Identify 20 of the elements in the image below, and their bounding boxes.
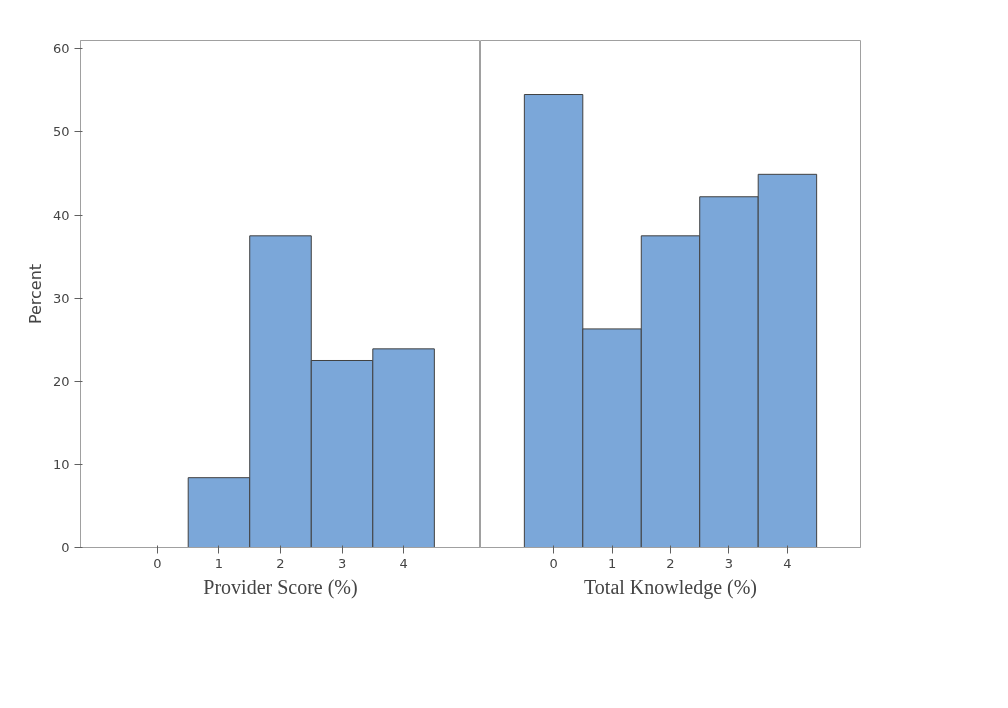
y-tick-label: 0: [61, 540, 70, 555]
x-tick-label: 2: [276, 555, 285, 571]
x-axis-title: Provider Score (%): [203, 575, 358, 599]
x-tick-label: 3: [724, 555, 734, 571]
x-tick-label: 0: [549, 555, 558, 571]
x-tick-label: 4: [399, 555, 408, 571]
y-tick-label: 60: [52, 41, 70, 57]
x-tick-label: 0: [153, 555, 162, 571]
x-tick-label: 1: [607, 555, 617, 571]
x-axis-title: Total Knowledge (%): [584, 575, 758, 599]
y-tick-label: 50: [52, 124, 70, 140]
x-tick-label: 4: [783, 555, 792, 571]
y-tick-label: 40: [52, 207, 70, 223]
x-tick-label: 2: [666, 555, 675, 571]
x-tick-label: 3: [337, 555, 347, 571]
y-tick-label: 30: [52, 290, 70, 306]
y-tick-label: 10: [52, 456, 70, 472]
y-tick-label: 20: [52, 373, 70, 389]
x-tick-label: 1: [214, 555, 224, 571]
y-axis-title: Percent: [25, 263, 45, 325]
